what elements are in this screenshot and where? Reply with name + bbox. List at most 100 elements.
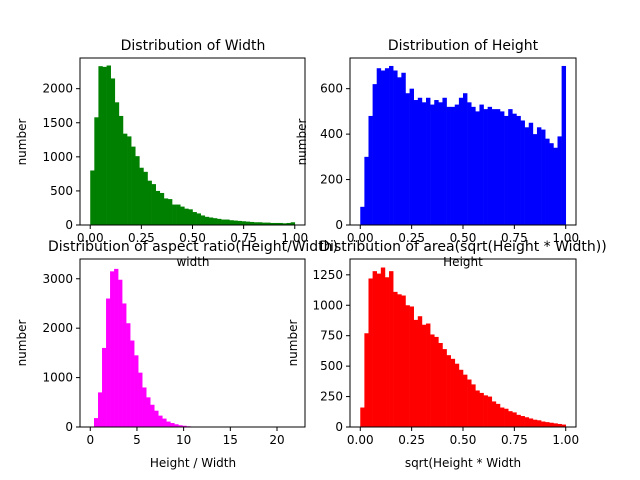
histogram-bar [561, 65, 567, 225]
histogram-bar [512, 412, 517, 427]
histogram-bar [536, 420, 542, 427]
histogram-bar [532, 134, 538, 225]
histogram-bar [384, 277, 390, 427]
bar-series [360, 65, 567, 226]
histogram-bar [516, 414, 521, 427]
histogram-bar [196, 213, 201, 225]
histogram-bar [401, 72, 406, 226]
histogram-bar [170, 423, 175, 427]
y-tick-label: 250 [320, 390, 343, 404]
x-tick-label: 0.25 [398, 231, 425, 245]
y-axis: 0 1000 2000 3000 [42, 272, 80, 434]
histogram-bar [364, 333, 369, 427]
x-axis: 0.00 0.25 0.50 0.75 1.00 [77, 225, 308, 245]
y-tick-label: 200 [320, 173, 343, 187]
y-tick-label: 1000 [42, 150, 73, 164]
panel-aspect-ratio: 0 5 10 15 20 0 1000 2000 3000 Height / Width nu… [15, 258, 306, 470]
histogram-bar [376, 273, 382, 427]
y-axis: 0 500 1000 1500 2000 [42, 82, 80, 232]
histogram-bar [122, 303, 127, 427]
histogram-bar [364, 156, 369, 225]
histogram-bar [528, 418, 534, 427]
x-tick-label: 1.00 [552, 433, 579, 447]
histogram-bar [233, 220, 238, 225]
histogram-bar [147, 180, 152, 225]
histogram-bar [393, 291, 398, 427]
histogram-bar [290, 222, 296, 225]
histogram-bar [162, 418, 167, 427]
histogram-bar [545, 138, 550, 225]
histogram-bar [127, 136, 132, 225]
histogram-bar [143, 171, 148, 225]
x-axis-label: Height / Width [150, 456, 236, 470]
histogram-bar [98, 392, 103, 427]
histogram-bar [360, 407, 365, 427]
histogram-bar [397, 77, 402, 225]
y-tick-label: 2000 [42, 321, 73, 335]
histogram-bar [241, 221, 246, 225]
histogram-bar [266, 222, 271, 225]
histogram-bar [450, 358, 456, 427]
x-axis: 0.00 0.25 0.50 0.75 1.00 [347, 427, 579, 447]
histogram-bar [167, 199, 173, 225]
histogram-bar [192, 212, 197, 225]
histogram-bar [463, 374, 468, 427]
histogram-bar [401, 295, 406, 427]
histogram-bar [454, 104, 460, 225]
histogram-bar [163, 198, 169, 225]
histogram-bar [262, 222, 267, 225]
bar-series [90, 65, 296, 226]
histogram-bar [158, 415, 163, 427]
y-tick-label: 1000 [42, 371, 73, 385]
histogram-bar [516, 115, 521, 225]
x-tick-label: 0.00 [347, 231, 374, 245]
histogram-bar [360, 206, 365, 225]
histogram-bar [512, 113, 517, 225]
histogram-bar [249, 221, 255, 225]
histogram-bar [549, 422, 554, 427]
histogram-bar [221, 219, 226, 225]
histogram-bar [426, 323, 431, 427]
histogram-bar [131, 146, 136, 225]
histogram-bar [471, 106, 476, 225]
y-tick-label: 500 [50, 184, 73, 198]
chart-title: Distribution of Width [121, 38, 266, 54]
histogram-bar [270, 222, 275, 225]
histogram-bar [253, 222, 259, 225]
y-tick-label: 0 [65, 420, 73, 434]
histogram-bar [102, 66, 107, 225]
histogram-bar [130, 340, 135, 427]
histogram-bar [151, 184, 156, 225]
y-tick-label: 500 [320, 359, 343, 373]
histogram-bar [438, 102, 443, 225]
panel-area: 0.00 0.25 0.50 0.75 1.00 025050075010001250 … [286, 258, 579, 470]
histogram-bar [454, 363, 460, 427]
histogram-bar [491, 401, 497, 427]
histogram-bar [200, 215, 206, 225]
histogram-bar [118, 279, 123, 427]
histogram-bar [114, 102, 120, 225]
histogram-bar [495, 109, 501, 225]
histogram-bar [286, 222, 291, 225]
histogram-bar [499, 407, 505, 427]
y-tick-label: 750 [320, 329, 343, 343]
histogram-bar [180, 206, 185, 225]
histogram-bar [372, 84, 378, 225]
y-tick-label: 1250 [312, 268, 343, 282]
x-tick-label: 10 [176, 433, 191, 447]
histogram-bar [142, 387, 147, 427]
histogram-bar [421, 324, 427, 427]
histogram-bar [98, 66, 103, 226]
y-tick-label: 0 [65, 218, 73, 232]
bar-series [360, 267, 567, 427]
histogram-bar [508, 411, 513, 427]
histogram-bar [122, 133, 128, 225]
histogram-bar [504, 115, 509, 225]
histogram-bar [491, 109, 497, 225]
histogram-bar [384, 68, 390, 225]
histogram-bar [504, 408, 509, 427]
histogram-bar [442, 97, 447, 225]
histogram-bar [146, 397, 151, 427]
histogram-bar [409, 88, 414, 225]
histogram-bar [217, 218, 222, 225]
